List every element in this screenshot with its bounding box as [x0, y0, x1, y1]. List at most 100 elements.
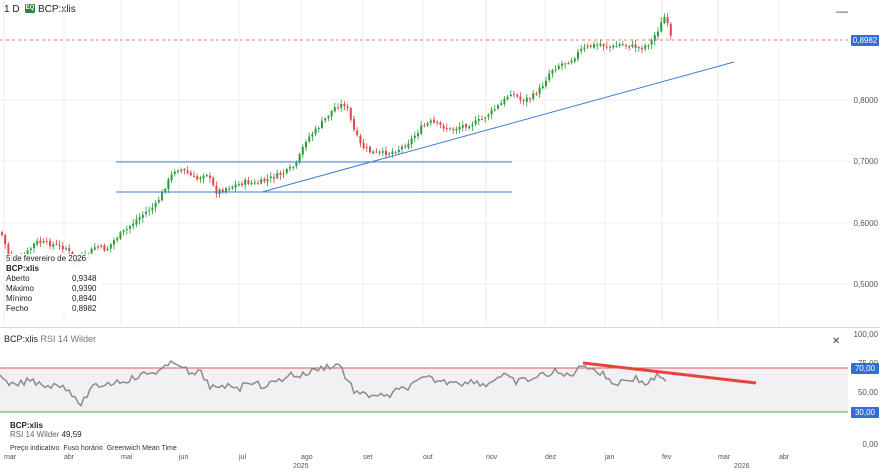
candle-body [580, 48, 583, 52]
price-chart[interactable] [0, 0, 848, 325]
rsi-axis[interactable]: 100,00 75,00 50,00 0,00 [848, 328, 880, 452]
candle-body [397, 149, 400, 153]
candle-body [612, 45, 615, 48]
candle-body [340, 103, 343, 108]
timezone-bar: Preço indicativo Fuso horário Greenwich … [10, 445, 177, 452]
candle-body [388, 153, 391, 155]
candle-body [225, 188, 227, 192]
candle-body [125, 228, 128, 231]
candle-body [119, 232, 122, 239]
candle-body [602, 44, 605, 47]
candle-body [468, 126, 471, 129]
year-label: 2026 [734, 463, 750, 470]
candle-body [356, 130, 359, 135]
candle-body [100, 245, 103, 247]
candle-body [641, 47, 643, 50]
candle-body [324, 118, 327, 121]
candle-body [535, 93, 538, 95]
candle-body [618, 44, 621, 46]
candle-body [317, 128, 320, 130]
candle-body [353, 118, 355, 130]
candle-body [113, 240, 115, 245]
candle-body [497, 105, 499, 109]
candle-body [381, 151, 384, 153]
candle-body [583, 47, 586, 49]
candle-body [551, 70, 554, 74]
candle-body [577, 51, 579, 59]
candle-body [122, 230, 125, 232]
candles [1, 13, 672, 267]
candle-body [285, 169, 288, 173]
rsi-line [0, 359, 667, 407]
candle-body [625, 45, 627, 47]
candle-body [337, 107, 339, 109]
candle-body [420, 125, 423, 134]
month-label: jul [239, 454, 247, 461]
candle-body [621, 44, 624, 46]
candle-body [180, 170, 183, 172]
price-axis[interactable]: 0,8000 0,7000 0,6000 0,5000 [848, 0, 880, 325]
timezone-label[interactable]: Fuso horário [63, 445, 103, 452]
candle-body [529, 98, 531, 100]
candle-body [39, 240, 42, 244]
candle-body [570, 60, 573, 63]
candle-body [154, 203, 157, 208]
candle-body [71, 251, 74, 256]
candle-body [375, 151, 378, 153]
candle-body [359, 135, 362, 144]
candle-body [212, 177, 215, 186]
candle-body [330, 110, 333, 117]
month-label: abr [64, 454, 75, 461]
candle-body [282, 173, 285, 175]
candle-body [29, 248, 32, 251]
rsi-tooltip-symbol: BCP:xlis [10, 421, 43, 430]
candle-body [660, 22, 663, 32]
candle-body [407, 143, 410, 148]
candle-body [103, 245, 106, 251]
candle-body [589, 45, 592, 47]
timezone-value[interactable]: Greenwich Mean Time [106, 445, 177, 452]
candle-body [538, 87, 541, 95]
indicative-price-toggle[interactable]: Preço indicativo [10, 445, 60, 452]
minimize-icon[interactable]: — [836, 4, 848, 18]
candle-body [465, 124, 467, 128]
candle-body [148, 210, 151, 212]
rsi-tick: 100,00 [853, 330, 878, 339]
candle-body [404, 145, 407, 147]
candle-body [321, 120, 323, 128]
candle-body [196, 176, 199, 180]
tooltip-row-close: Fecho 0,8982 [6, 304, 97, 313]
candle-body [135, 219, 138, 225]
candle-body [609, 46, 611, 48]
candle-body [273, 176, 275, 179]
candle-body [369, 146, 371, 153]
month-label: abr [779, 454, 790, 461]
pane-divider[interactable] [0, 327, 880, 328]
month-label: nov [486, 454, 498, 461]
candle-body [189, 172, 192, 176]
candle-body [385, 150, 387, 156]
symbol-label[interactable]: BCP:xlis [38, 4, 76, 15]
rsi-chart[interactable] [0, 328, 848, 452]
exchange-badge-icon: EQ [25, 4, 35, 13]
candle-body [209, 175, 211, 179]
candle-body [173, 171, 176, 174]
close-icon[interactable]: ✕ [832, 336, 841, 347]
candle-body [295, 161, 298, 167]
candle-body [253, 182, 256, 184]
candle-body [401, 146, 403, 150]
grid [0, 0, 848, 325]
candle-body [564, 63, 567, 65]
candle-body [445, 128, 448, 130]
candle-body [97, 246, 99, 248]
tooltip-symbol: BCP:xlis [6, 264, 39, 273]
candle-body [663, 16, 666, 24]
candle-body [298, 154, 301, 162]
candle-body [202, 175, 205, 179]
candle-body [586, 46, 589, 48]
candle-body [362, 143, 365, 149]
candle-body [276, 173, 279, 179]
rsi-divergence-line [582, 361, 757, 385]
interval-selector[interactable]: 1 D [4, 4, 20, 15]
time-axis[interactable]: mar abr mai jun jul ago set out nov dez … [0, 452, 848, 472]
